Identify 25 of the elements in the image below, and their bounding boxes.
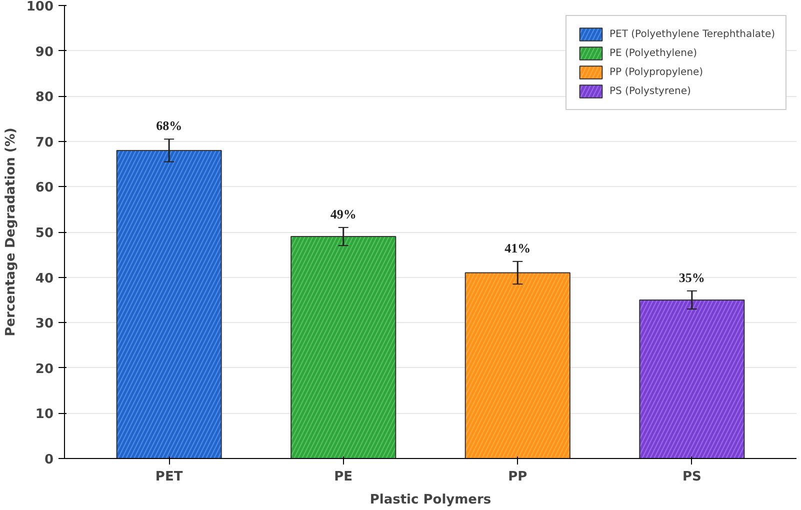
data-label: 68% — [156, 118, 182, 134]
x-tick-label: PS — [682, 470, 702, 484]
y-tick-label: 60 — [35, 180, 54, 196]
y-tick-label: 100 — [26, 0, 54, 14]
x-axis-title: Plastic Polymers — [370, 492, 492, 508]
y-tick-label: 20 — [35, 362, 54, 377]
data-label: 41% — [504, 240, 531, 256]
y-tick-label: 80 — [35, 90, 54, 106]
legend-label: PS (Polystyrene) — [609, 86, 691, 96]
y-axis-title: Percentage Degradation (%) — [3, 128, 18, 336]
data-label: 35% — [678, 270, 705, 285]
y-tick-label: 90 — [35, 44, 54, 60]
legend-label: PE (Polyethylene) — [609, 48, 698, 58]
y-tick-label: 10 — [35, 407, 54, 422]
legend-label: PET (Polyethylene Terephthalate) — [609, 28, 775, 40]
y-tick-label: 70 — [35, 135, 54, 150]
y-tick-label: 0 — [44, 452, 54, 468]
data-label: 49% — [330, 206, 356, 222]
y-tick-label: 50 — [35, 226, 54, 241]
y-tick-label: 30 — [35, 316, 54, 332]
legend-label: PP (Polypropylene) — [609, 66, 704, 78]
x-tick-label: PE — [334, 470, 353, 484]
y-tick-label: 40 — [35, 271, 54, 286]
x-tick-label: PP — [508, 470, 528, 484]
x-tick-label: PET — [155, 470, 183, 484]
